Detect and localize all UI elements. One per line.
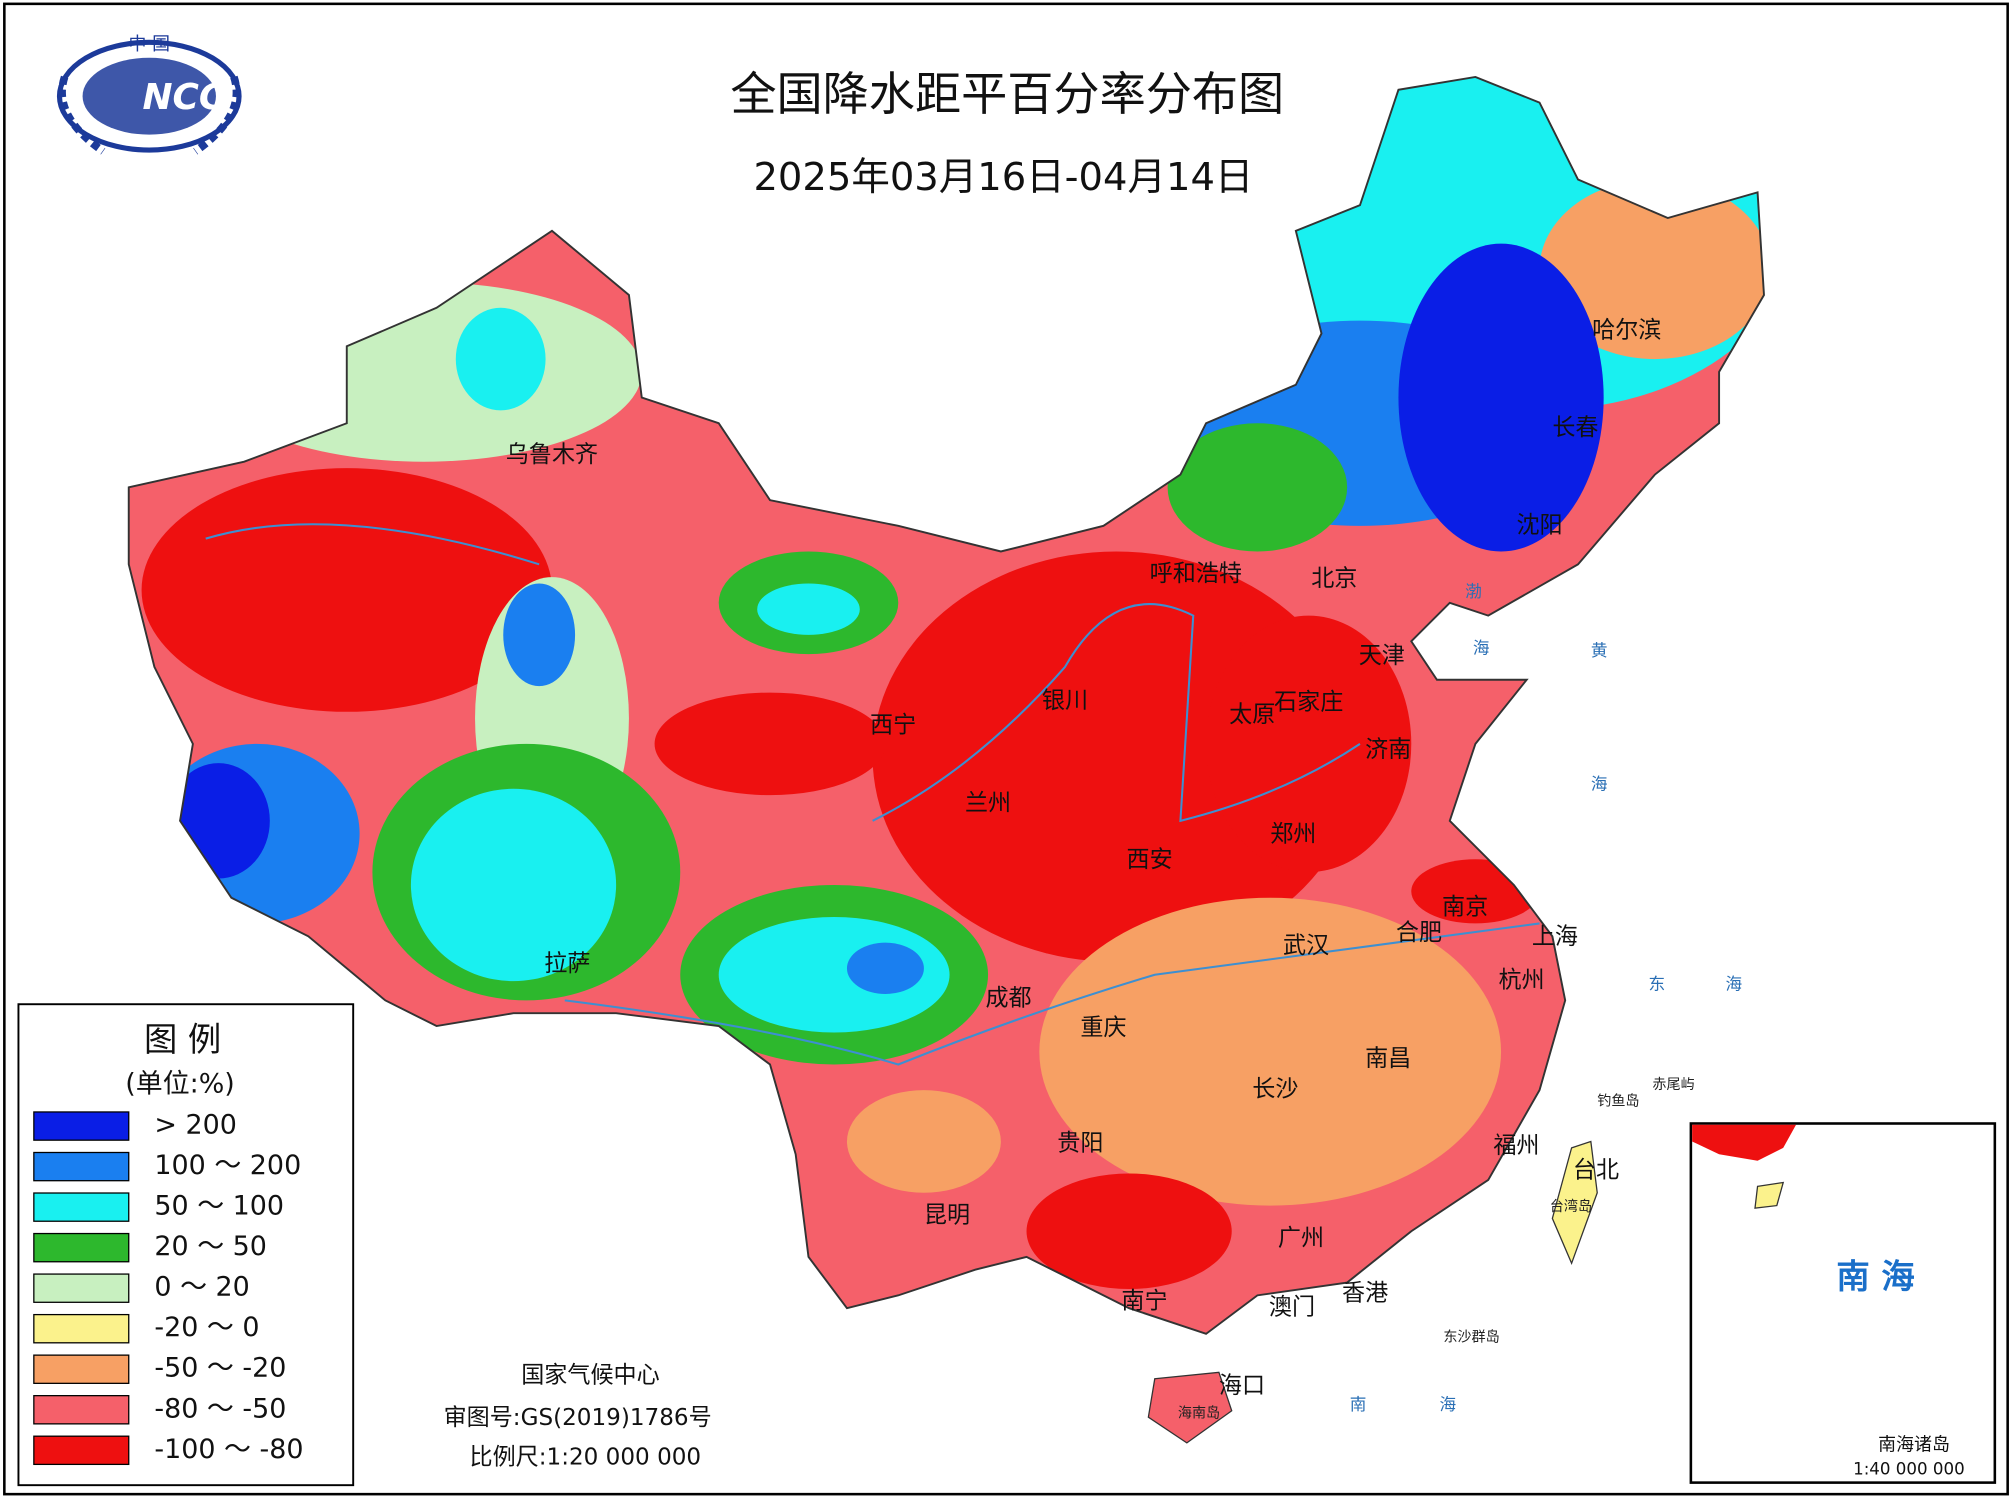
city-label: 杭州 — [1498, 968, 1544, 994]
legend-label: -50 ～ -20 — [154, 1353, 286, 1384]
city-label: 南昌 — [1365, 1046, 1411, 1072]
city-label: 台北 — [1573, 1157, 1619, 1183]
legend-swatch — [33, 1151, 130, 1182]
island-label: 钓鱼岛 — [1597, 1093, 1639, 1110]
island-label: 赤尾屿 — [1652, 1077, 1694, 1093]
sea-label: 渤 — [1465, 582, 1482, 601]
legend-title: 图 例 — [144, 1020, 221, 1059]
footer-org: 国家气候中心 — [521, 1363, 659, 1389]
island-label: 海南岛 — [1178, 1405, 1220, 1421]
legend-label: -80 ～ -50 — [154, 1393, 286, 1424]
taiwan — [1551, 1140, 1598, 1266]
legend-swatch — [33, 1354, 130, 1384]
legend-label: > 200 — [154, 1110, 237, 1141]
legend-swatch — [33, 1273, 130, 1303]
city-label: 武汉 — [1283, 933, 1329, 959]
city-label: 上海 — [1532, 924, 1578, 950]
sea-label: 海 — [1591, 774, 1608, 793]
city-label: 西安 — [1127, 847, 1173, 873]
footer-scale: 比例尺:1:20 000 000 — [470, 1445, 702, 1471]
legend-label: -100 ～ -80 — [154, 1434, 303, 1465]
legend-swatch — [33, 1435, 130, 1466]
city-label: 呼和浩特 — [1150, 561, 1242, 587]
river — [205, 523, 1361, 823]
city-label: 长沙 — [1252, 1077, 1298, 1103]
river — [564, 922, 1540, 1066]
sea-label: 海 — [1439, 1395, 1456, 1414]
city-label: 香港 — [1342, 1281, 1388, 1307]
sea-label: 东 — [1649, 974, 1666, 993]
logo: 中 国 NCC — [56, 34, 242, 155]
city-label: 长春 — [1552, 415, 1598, 441]
city-label: 拉萨 — [544, 951, 590, 977]
legend-swatch — [33, 1313, 130, 1344]
sea-label: 海 — [1473, 638, 1490, 657]
inset-scale: 1:40 000 000 — [1853, 1459, 1965, 1478]
logo-text: NCC — [143, 77, 226, 118]
title: 全国降水距平百分率分布图 — [730, 67, 1284, 121]
city-label: 广州 — [1278, 1225, 1324, 1251]
city-label: 合肥 — [1396, 920, 1442, 946]
legend-label: 50 ～ 100 — [154, 1191, 284, 1222]
city-label: 北京 — [1311, 566, 1357, 592]
city-label: 沈阳 — [1516, 512, 1562, 538]
city-label: 济南 — [1365, 737, 1411, 763]
legend-label: 0 ～ 20 — [154, 1272, 249, 1303]
city-label: 南京 — [1442, 895, 1488, 921]
sea-label: 黄 — [1591, 641, 1608, 660]
island-label: 东沙群岛 — [1443, 1330, 1499, 1346]
island-label: 台湾岛 — [1550, 1198, 1592, 1215]
city-label: 澳门 — [1269, 1295, 1315, 1321]
city-label: 乌鲁木齐 — [506, 442, 598, 468]
legend-items: > 200 100 ～ 200 50 ～ 100 20 ～ 50 0 ～ 20 -20 ～… — [33, 1110, 304, 1466]
inset-sea: 南 海 — [1836, 1257, 1914, 1296]
legend-swatch — [33, 1395, 130, 1425]
city-label: 福州 — [1493, 1133, 1539, 1159]
city-label: 天津 — [1359, 643, 1405, 669]
city-label: 太原 — [1229, 702, 1275, 728]
city-label: 昆明 — [924, 1202, 970, 1228]
cities: 乌鲁木齐 哈尔滨 长春 沈阳 呼和浩特 北京 天津 银川 太原 石家庄 西宁 济… — [506, 317, 1662, 1399]
city-label: 贵阳 — [1057, 1131, 1103, 1157]
sea-label: 南 — [1350, 1395, 1367, 1414]
legend-label: 100 ～ 200 — [154, 1150, 301, 1181]
legend-swatch — [33, 1192, 130, 1222]
city-label: 南宁 — [1121, 1288, 1167, 1314]
legend-swatch — [33, 1232, 130, 1263]
logo-top: 中 国 — [128, 34, 170, 55]
inset-title: 南海诸岛 — [1878, 1434, 1950, 1455]
subtitle: 2025年03月16日-04月14日 — [753, 155, 1253, 200]
legend-swatch — [33, 1111, 130, 1141]
legend-label: -20 ～ 0 — [154, 1312, 259, 1343]
city-label: 重庆 — [1080, 1015, 1126, 1041]
hainan — [1147, 1371, 1233, 1444]
city-label: 成都 — [985, 986, 1031, 1012]
footer-approval: 审图号:GS(2019)1786号 — [444, 1405, 712, 1431]
inset: 南 海 南海诸岛 1:40 000 000 — [1689, 1122, 1997, 1484]
city-label: 银川 — [1042, 688, 1088, 714]
legend-label: 20 ～ 50 — [154, 1231, 267, 1262]
city-label: 郑州 — [1270, 821, 1316, 847]
legend-unit: (单位:%) — [125, 1069, 235, 1100]
city-label: 哈尔滨 — [1592, 317, 1661, 343]
city-label: 海口 — [1219, 1373, 1265, 1399]
city-label: 石家庄 — [1274, 689, 1343, 715]
city-label: 兰州 — [965, 791, 1011, 817]
sea-label: 海 — [1726, 974, 1743, 993]
city-label: 西宁 — [870, 712, 916, 738]
